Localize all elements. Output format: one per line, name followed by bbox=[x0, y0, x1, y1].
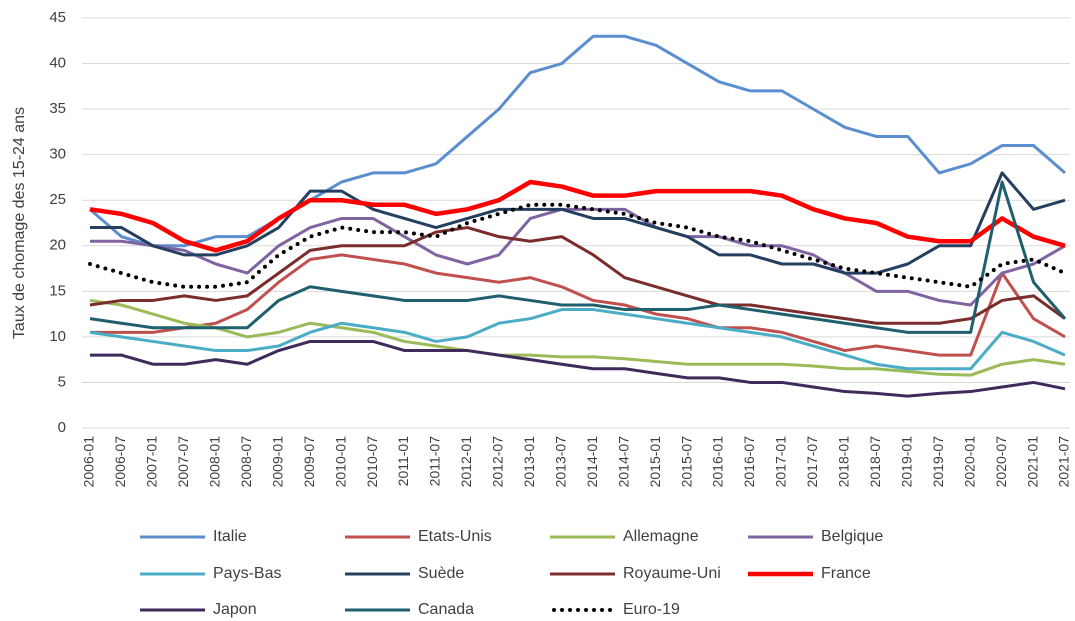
series-line bbox=[90, 207, 1066, 307]
x-tick-label: 2006-07 bbox=[112, 436, 128, 488]
legend-label: Italie bbox=[213, 528, 247, 545]
y-tick-label: 25 bbox=[49, 191, 66, 208]
x-tick-label: 2018-07 bbox=[867, 436, 883, 488]
x-tick-label: 2008-01 bbox=[207, 436, 223, 488]
x-tick-label: 2012-07 bbox=[490, 436, 506, 488]
x-tick-label: 2019-01 bbox=[898, 436, 914, 488]
series-line bbox=[89, 298, 1066, 377]
legend-label: Allemagne bbox=[623, 528, 699, 545]
series-line bbox=[89, 180, 1067, 334]
x-tick-label: 2019-07 bbox=[930, 436, 946, 488]
x-tick-label: 2010-07 bbox=[364, 436, 380, 488]
y-tick-label: 15 bbox=[49, 282, 66, 299]
x-tick-label: 2021-01 bbox=[1024, 436, 1040, 488]
x-tick-label: 2020-07 bbox=[993, 436, 1009, 488]
legend-label: Royaume-Uni bbox=[623, 565, 721, 582]
series-line bbox=[89, 34, 1066, 248]
legend-label: Euro-19 bbox=[623, 601, 680, 618]
x-tick-label: 2013-07 bbox=[552, 436, 568, 488]
x-tick-label: 2017-07 bbox=[804, 436, 820, 488]
x-tick-label: 2018-01 bbox=[836, 436, 852, 488]
y-tick-label: 0 bbox=[58, 419, 66, 436]
x-tick-label: 2007-01 bbox=[144, 436, 160, 488]
y-tick-label: 10 bbox=[49, 328, 66, 345]
x-tick-label: 2011-01 bbox=[395, 436, 411, 487]
x-tick-label: 2016-01 bbox=[710, 436, 726, 488]
x-tick-label: 2020-01 bbox=[961, 436, 977, 488]
series-line bbox=[89, 226, 1066, 325]
series-line bbox=[90, 253, 1066, 357]
x-tick-label: 2017-01 bbox=[773, 436, 789, 488]
legend-label: Etats-Unis bbox=[418, 528, 492, 545]
series-line bbox=[90, 339, 1066, 398]
legend-label: Suède bbox=[418, 565, 464, 582]
x-tick-label: 2011-07 bbox=[427, 436, 443, 487]
x-tick-label: 2008-07 bbox=[238, 436, 254, 488]
x-tick-label: 2006-01 bbox=[81, 436, 97, 488]
x-tick-label: 2015-01 bbox=[647, 436, 663, 488]
x-tick-label: 2013-01 bbox=[521, 436, 537, 488]
legend-label: Pays-Bas bbox=[213, 565, 281, 582]
x-tick-label: 2012-01 bbox=[458, 436, 474, 488]
x-tick-label: 2009-01 bbox=[269, 436, 285, 488]
x-tick-label: 2021-07 bbox=[1056, 436, 1072, 488]
x-tick-label: 2014-07 bbox=[615, 436, 631, 488]
x-tick-label: 2007-07 bbox=[175, 436, 191, 488]
x-tick-label: 2010-01 bbox=[332, 436, 348, 488]
y-tick-label: 40 bbox=[49, 55, 66, 72]
y-tick-label: 35 bbox=[49, 100, 66, 117]
x-tick-label: 2015-07 bbox=[678, 436, 694, 488]
x-tick-label: 2014-01 bbox=[584, 436, 600, 488]
y-tick-label: 30 bbox=[49, 146, 66, 163]
y-tick-label: 20 bbox=[49, 237, 66, 254]
y-axis-label: Taux de chomage des 15-24 ans bbox=[11, 107, 28, 339]
legend-label: Japon bbox=[213, 601, 257, 618]
series-line bbox=[89, 179, 1066, 253]
x-tick-label: 2009-07 bbox=[301, 436, 317, 488]
legend-label: Canada bbox=[418, 601, 474, 618]
y-tick-label: 45 bbox=[49, 9, 66, 26]
y-tick-label: 5 bbox=[58, 373, 66, 390]
x-tick-label: 2016-07 bbox=[741, 436, 757, 488]
legend-label: France bbox=[821, 565, 871, 582]
legend-label: Belgique bbox=[821, 528, 883, 545]
series-line bbox=[90, 171, 1066, 275]
series-line bbox=[88, 202, 1067, 289]
series-line bbox=[89, 308, 1066, 371]
